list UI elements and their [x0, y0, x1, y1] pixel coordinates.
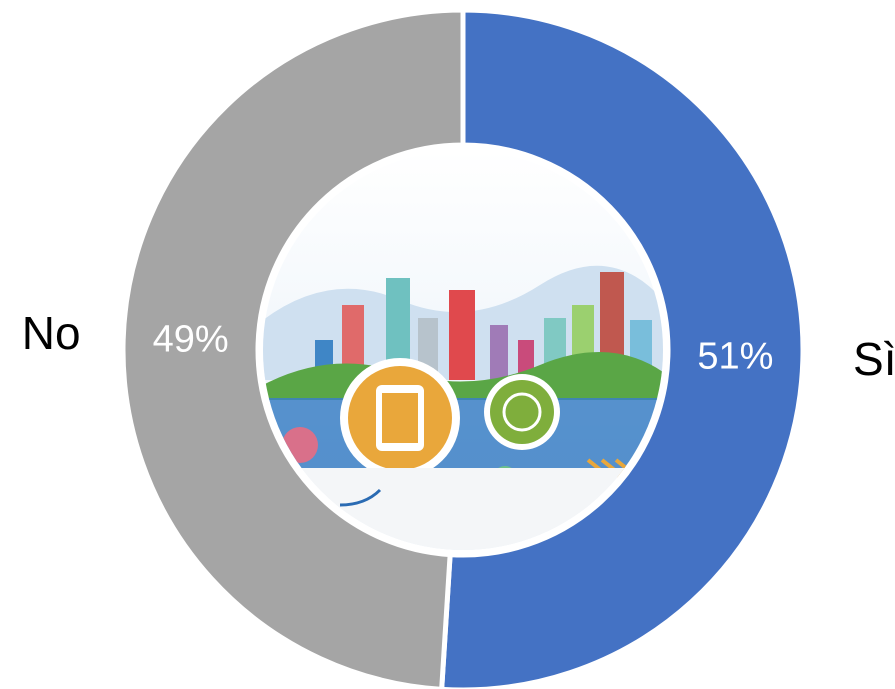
category-label: No: [22, 307, 81, 359]
value-label: 51%: [697, 336, 773, 378]
category-label: Sì: [853, 333, 895, 385]
building: [490, 325, 508, 380]
water: [263, 398, 663, 468]
page: 51%Sì49%No (() => { const data = JSON.pa…: [0, 0, 895, 689]
building: [449, 290, 475, 380]
value-label: 49%: [153, 318, 229, 360]
tablet-screen: [382, 393, 418, 443]
chart: 51% Sì 49% No: [0, 0, 895, 689]
globe-icon: [490, 380, 554, 444]
